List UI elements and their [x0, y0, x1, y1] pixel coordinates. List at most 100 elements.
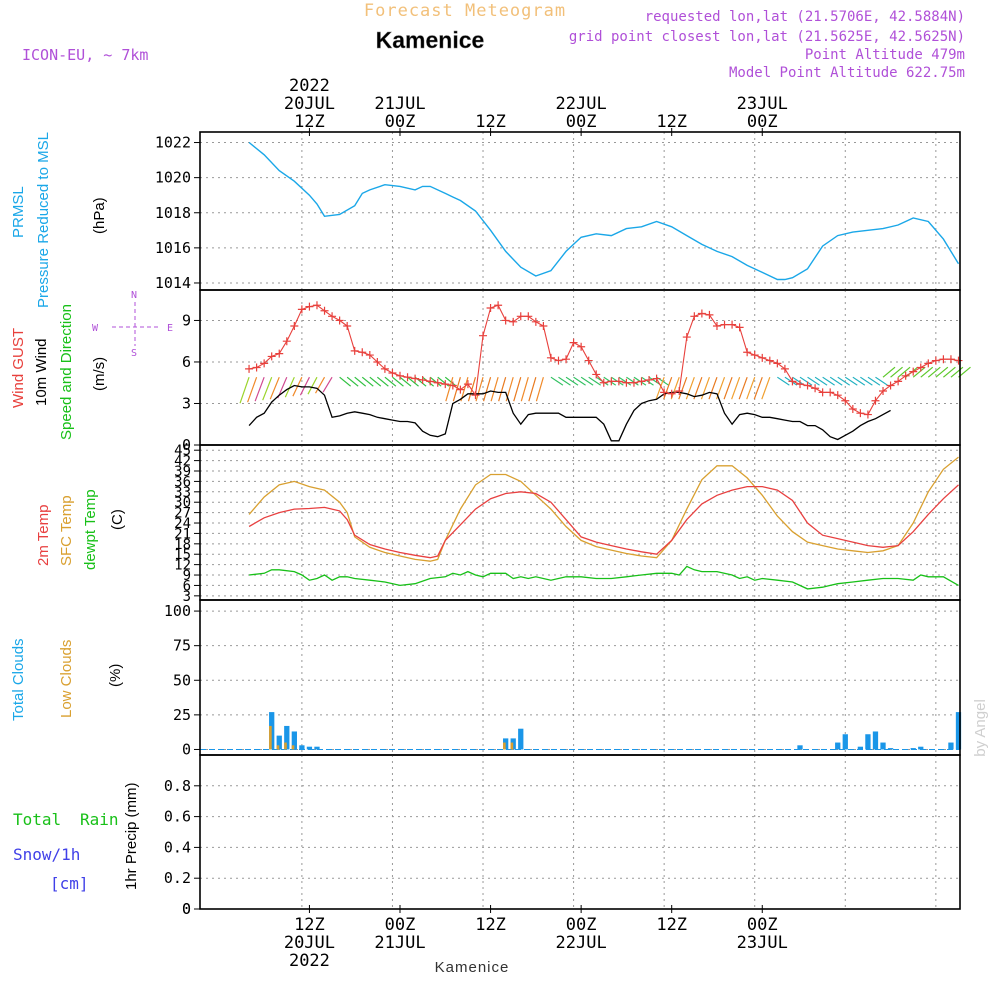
- gust-marker: [773, 359, 782, 368]
- low-cloud-bar: [510, 742, 514, 750]
- gust-marker: [879, 387, 888, 396]
- wind-arrow: [731, 376, 741, 400]
- bottom-tick-hour: 12Z: [294, 915, 325, 935]
- y-tick-label: 18: [174, 537, 191, 553]
- wind-arrow: [399, 376, 412, 387]
- gust-marker: [863, 410, 872, 419]
- wind-arrow: [670, 376, 680, 400]
- panel-frame: [199, 599, 961, 756]
- gust-marker: [690, 312, 699, 321]
- gust-marker: [780, 364, 789, 373]
- y-tick-label: 33: [174, 485, 191, 501]
- wind-arrow: [490, 377, 499, 402]
- wind-speed-line: [248, 384, 891, 442]
- total-cloud-bar: [797, 745, 803, 750]
- y-tick-label: 1020: [155, 169, 191, 187]
- gust-marker: [599, 378, 608, 387]
- wind-arrow: [829, 376, 843, 386]
- precip-unit: 1hr Precip (mm): [123, 782, 140, 890]
- wind-arrow: [663, 376, 673, 400]
- gust-marker: [916, 363, 925, 372]
- wind-arrow: [550, 376, 564, 386]
- wind-arrow: [708, 376, 718, 400]
- total-cloud-bar: [910, 748, 916, 750]
- compass-n: N: [131, 290, 137, 301]
- gust-marker: [939, 355, 948, 364]
- gust-marker: [592, 370, 601, 379]
- gust-marker: [562, 355, 571, 364]
- wind-arrow: [520, 377, 529, 402]
- gust-marker: [373, 357, 382, 366]
- panels: 1014101610181020102203693691215182124273…: [155, 131, 971, 918]
- gust-marker: [290, 321, 299, 330]
- y-tick-label: 9: [183, 568, 191, 584]
- wind-arrow: [254, 376, 265, 402]
- wind-direction-arrows: [239, 366, 971, 404]
- wind-arrow: [799, 376, 813, 386]
- y-tick-label: 3: [183, 589, 191, 605]
- wind-arrow: [307, 376, 318, 395]
- gust-marker: [652, 374, 661, 383]
- wind-arrow: [376, 376, 389, 387]
- wind-arrow: [482, 377, 492, 402]
- panel-labels: PRMSL Pressure Reduced to MSL (hPa) Wind…: [10, 132, 173, 893]
- y-tick-label: 24: [174, 516, 191, 532]
- bottom-tick-date: 23JUL: [737, 933, 788, 953]
- wind-arrow: [950, 366, 964, 378]
- y-tick-label: 15: [174, 547, 191, 563]
- low-cloud-bar: [276, 745, 280, 750]
- y-tick-label: 0: [182, 436, 191, 454]
- wind-arrow: [429, 376, 442, 387]
- wind-10m-label: 10m Wind: [33, 338, 50, 406]
- gust-marker: [743, 348, 752, 357]
- y-tick-label: 0.4: [164, 838, 191, 856]
- total-cloud-bar: [872, 731, 879, 750]
- gust-marker: [350, 346, 359, 355]
- y-tick-label: 0: [182, 900, 191, 918]
- gust-marker: [456, 385, 465, 394]
- gust-marker: [328, 312, 337, 321]
- wind-arrow: [618, 376, 632, 386]
- wind-arrow: [867, 376, 881, 386]
- gust-marker: [426, 377, 435, 386]
- total-cloud-bar: [291, 731, 297, 750]
- gust-marker: [803, 381, 812, 390]
- gust-marker: [765, 356, 774, 365]
- temp-2m-line: [248, 484, 959, 559]
- gust-marker: [848, 405, 857, 414]
- gust-marker: [501, 316, 510, 325]
- y-tick-label: 75: [173, 637, 191, 655]
- bottom-tick-hour: 12Z: [475, 915, 506, 935]
- gust-marker: [894, 377, 903, 386]
- bottom-tick-hour: 00Z: [566, 915, 597, 935]
- wind-arrow: [852, 376, 866, 386]
- y-tick-label: 30: [174, 495, 191, 511]
- y-tick-label: 45: [174, 443, 191, 459]
- y-tick-label: 27: [174, 506, 191, 522]
- total-clouds-label: Total Clouds: [10, 638, 27, 721]
- pressure-reduced-label: Pressure Reduced to MSL: [35, 132, 52, 308]
- gust-marker: [267, 352, 276, 361]
- wind-arrow: [723, 376, 733, 400]
- wind-arrow: [588, 376, 602, 386]
- panel-wind: 0 3 6 9: [182, 289, 971, 454]
- gust-marker: [909, 367, 918, 376]
- low-cloud-bar: [284, 742, 287, 750]
- temp-dewpt-label: dewpt Temp: [82, 489, 99, 570]
- gust-marker: [471, 391, 480, 400]
- gust-marker: [946, 355, 955, 364]
- gust-marker: [569, 338, 578, 347]
- gust-marker: [335, 316, 344, 325]
- wind-arrow: [700, 376, 710, 400]
- total-cloud-bar: [918, 746, 924, 750]
- wind-unit: (m/s): [91, 357, 108, 391]
- snow-label: Snow/1h: [13, 845, 80, 864]
- wind-arrow: [535, 377, 544, 402]
- chart-title: Forecast Meteogram: [364, 1, 566, 21]
- wind-gust-markers: [245, 301, 963, 419]
- wind-arrow: [641, 376, 654, 386]
- compass-s: S: [131, 348, 137, 359]
- gust-marker: [954, 356, 963, 365]
- gust-marker: [245, 364, 254, 373]
